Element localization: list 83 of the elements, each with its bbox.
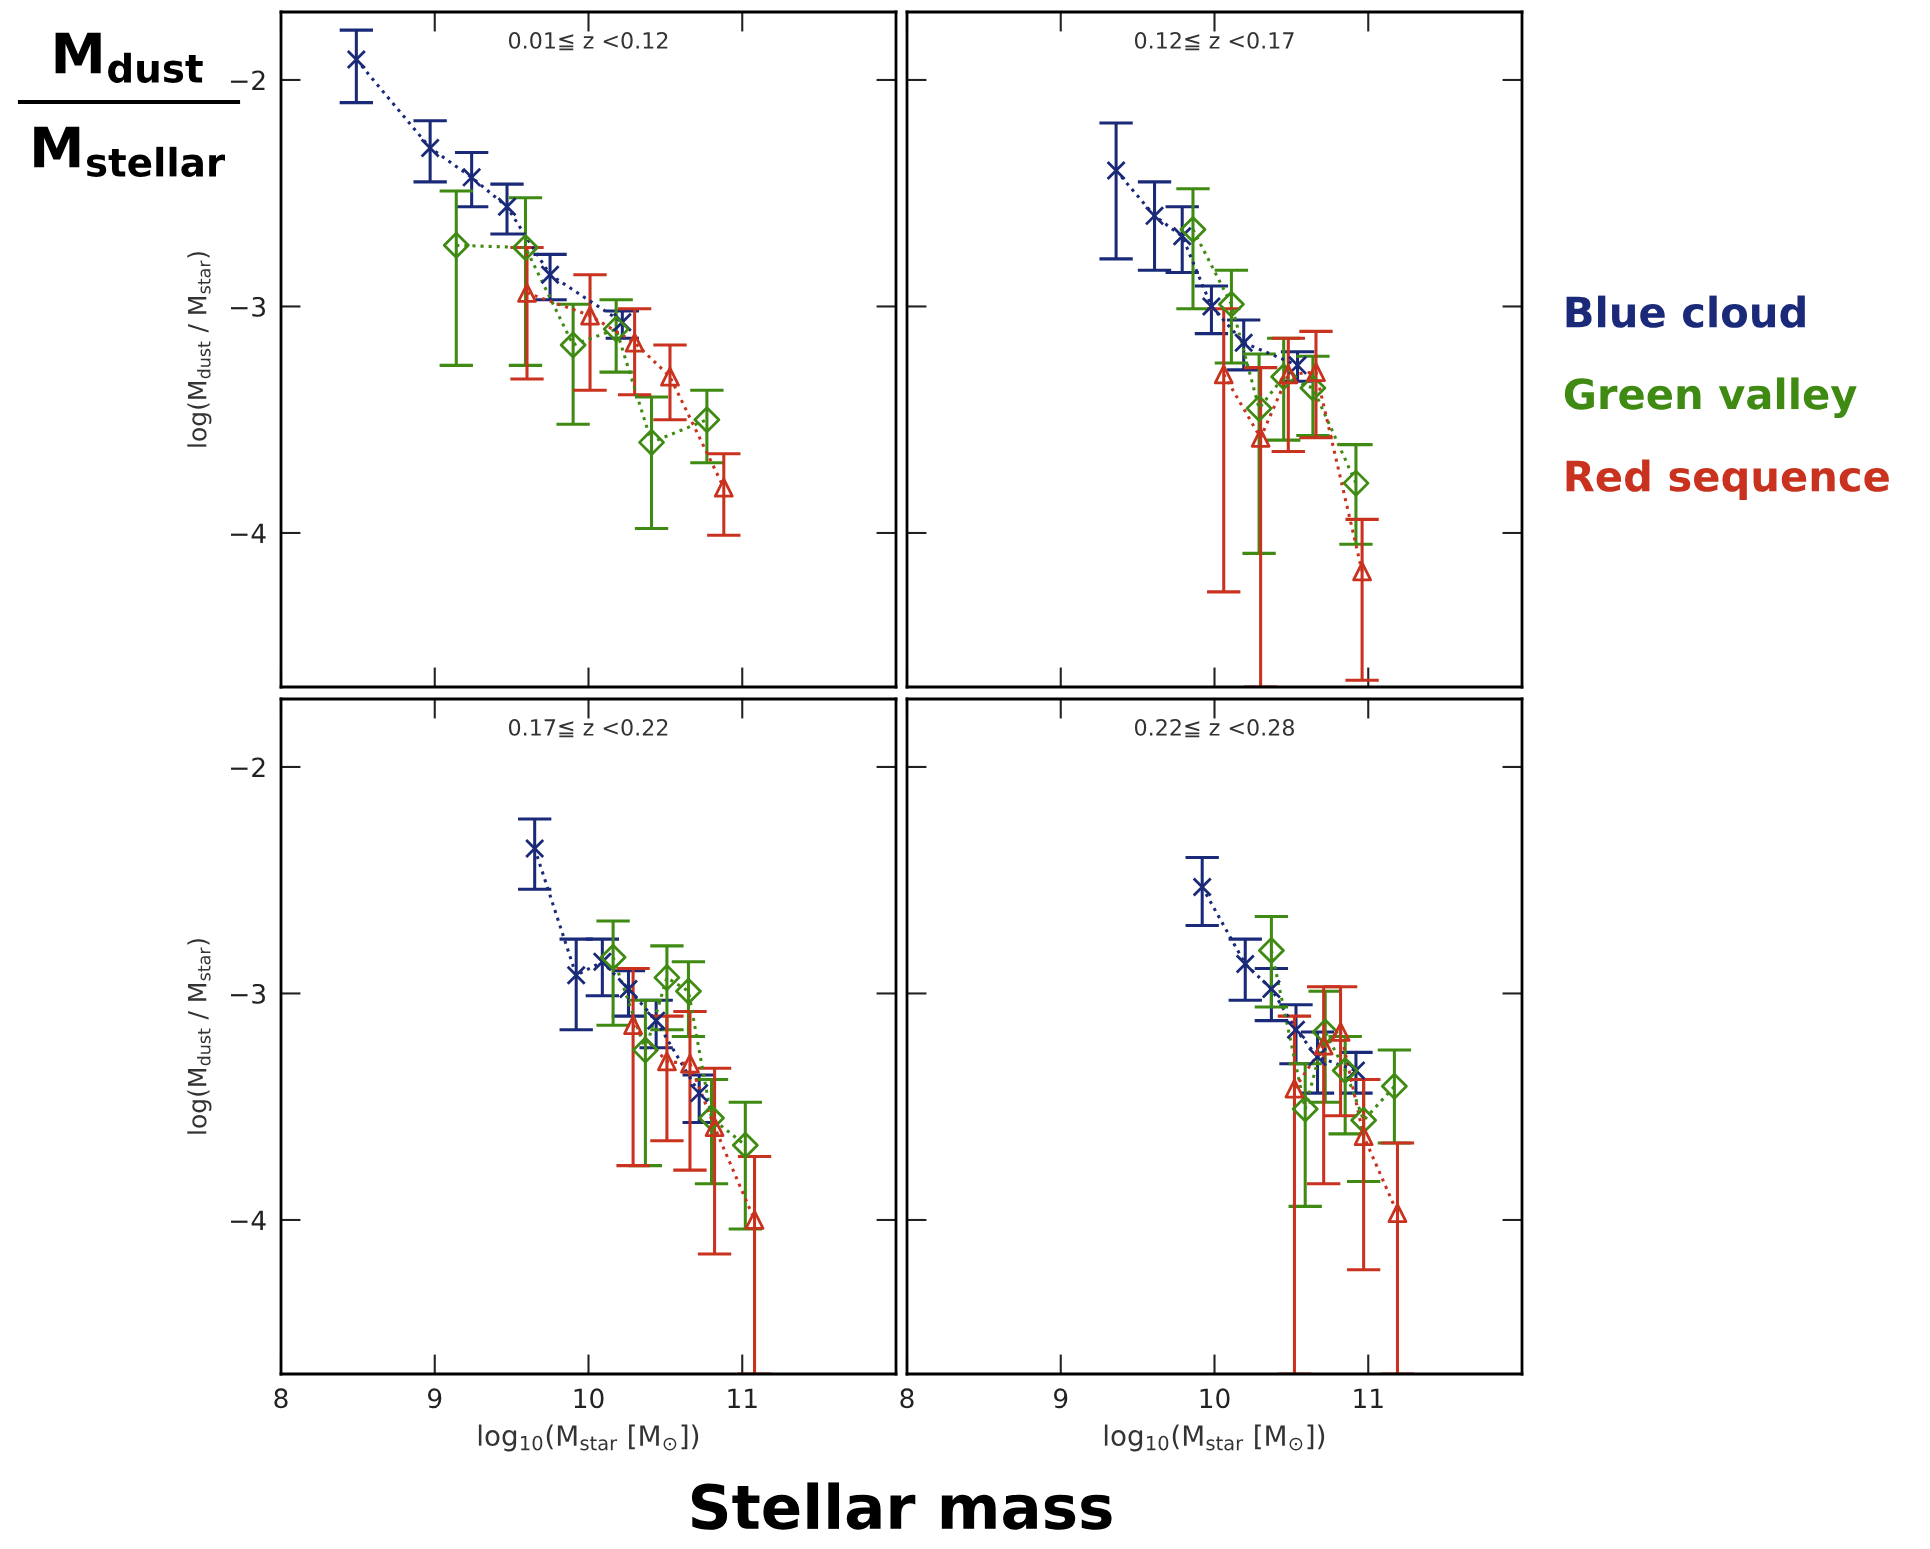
- point: [744, 1210, 765, 1230]
- text: M$_{dust}$: [55, 32, 203, 83]
- text: Blue cloud: [1566, 295, 1805, 328]
- point: [497, 196, 517, 217]
- point: [1217, 290, 1245, 318]
- text: 0.17≦ z <0.22: [508, 719, 668, 738]
- point: [559, 331, 587, 359]
- point: [638, 428, 665, 456]
- point: [624, 332, 645, 353]
- point: [1306, 362, 1326, 383]
- point: [580, 305, 600, 326]
- point: [1330, 1022, 1351, 1042]
- point: [420, 138, 441, 158]
- text: Green valley: [1564, 377, 1857, 419]
- text: 0.01≦ z <0.12: [508, 32, 668, 51]
- text: 0.12≦ z <0.17: [1134, 32, 1294, 51]
- y-tick-label: −4: [231, 523, 266, 543]
- x-tick-label: 10: [574, 1388, 604, 1409]
- point: [1291, 1095, 1319, 1123]
- x-tick-label: 8: [274, 1388, 288, 1409]
- x-axis-title: log$_{10}$(M$_{star}$ [M$_{⊙}$]): [1104, 1424, 1325, 1452]
- point: [631, 1036, 659, 1064]
- point: [512, 234, 539, 261]
- point: [1233, 332, 1254, 353]
- point: [524, 838, 545, 859]
- point: [653, 964, 681, 992]
- y-axis-title: log(M$_{dust}$ / M$_{star}$): [187, 252, 212, 447]
- point: [1380, 1072, 1408, 1100]
- point: [646, 1010, 667, 1031]
- point: [680, 1053, 700, 1074]
- point: [660, 366, 680, 387]
- x-tick-label: 9: [428, 1388, 442, 1409]
- point: [1331, 1057, 1359, 1084]
- y-tick-label: −4: [231, 1210, 266, 1230]
- x-tick-label: 9: [1054, 1388, 1068, 1409]
- point: [540, 264, 560, 285]
- point: [1106, 160, 1126, 181]
- x-axis-title: log$_{10}$(M$_{star}$ [M$_{⊙}$]): [478, 1424, 699, 1452]
- point: [1213, 364, 1234, 385]
- point: [1387, 1203, 1408, 1224]
- point: [461, 167, 482, 188]
- point: [346, 49, 367, 70]
- x-tick-label: 8: [900, 1388, 914, 1409]
- point: [1250, 427, 1271, 448]
- point: [1286, 1019, 1306, 1040]
- point: [1192, 877, 1213, 897]
- text: M$_{stellar}$: [34, 126, 226, 177]
- point: [657, 1051, 677, 1072]
- point: [698, 1104, 725, 1132]
- point: [1287, 355, 1308, 376]
- point: [1313, 1035, 1334, 1056]
- point: [675, 977, 702, 1005]
- point: [566, 965, 587, 986]
- point: [1201, 296, 1222, 317]
- text: 0.22≦ z <0.28: [1134, 719, 1294, 738]
- point: [713, 477, 734, 498]
- point: [1144, 205, 1165, 226]
- y-tick-label: −3: [231, 983, 265, 1004]
- point: [599, 943, 627, 971]
- text: Stellar mass: [691, 1482, 1112, 1530]
- point: [1350, 1106, 1378, 1134]
- y-tick-label: −2: [231, 70, 265, 90]
- point: [623, 1015, 643, 1036]
- point: [517, 282, 537, 303]
- point: [1284, 1078, 1305, 1099]
- point: [1257, 937, 1285, 964]
- point: [1179, 216, 1207, 243]
- point: [689, 1083, 710, 1104]
- y-tick-label: −3: [231, 296, 265, 317]
- point: [731, 1131, 759, 1159]
- y-axis-title: log(M$_{dust}$ / M$_{star}$): [187, 939, 212, 1134]
- x-tick-label: 11: [728, 1388, 757, 1408]
- point: [1342, 469, 1370, 497]
- y-tick-label: −2: [231, 757, 265, 777]
- x-tick-label: 11: [1354, 1388, 1383, 1408]
- point: [1352, 561, 1372, 582]
- point: [1245, 394, 1273, 422]
- text: Red sequence: [1566, 459, 1889, 500]
- point: [1353, 1126, 1374, 1147]
- point: [693, 406, 721, 434]
- point: [602, 315, 630, 343]
- point: [442, 231, 470, 259]
- x-tick-label: 10: [1200, 1388, 1230, 1409]
